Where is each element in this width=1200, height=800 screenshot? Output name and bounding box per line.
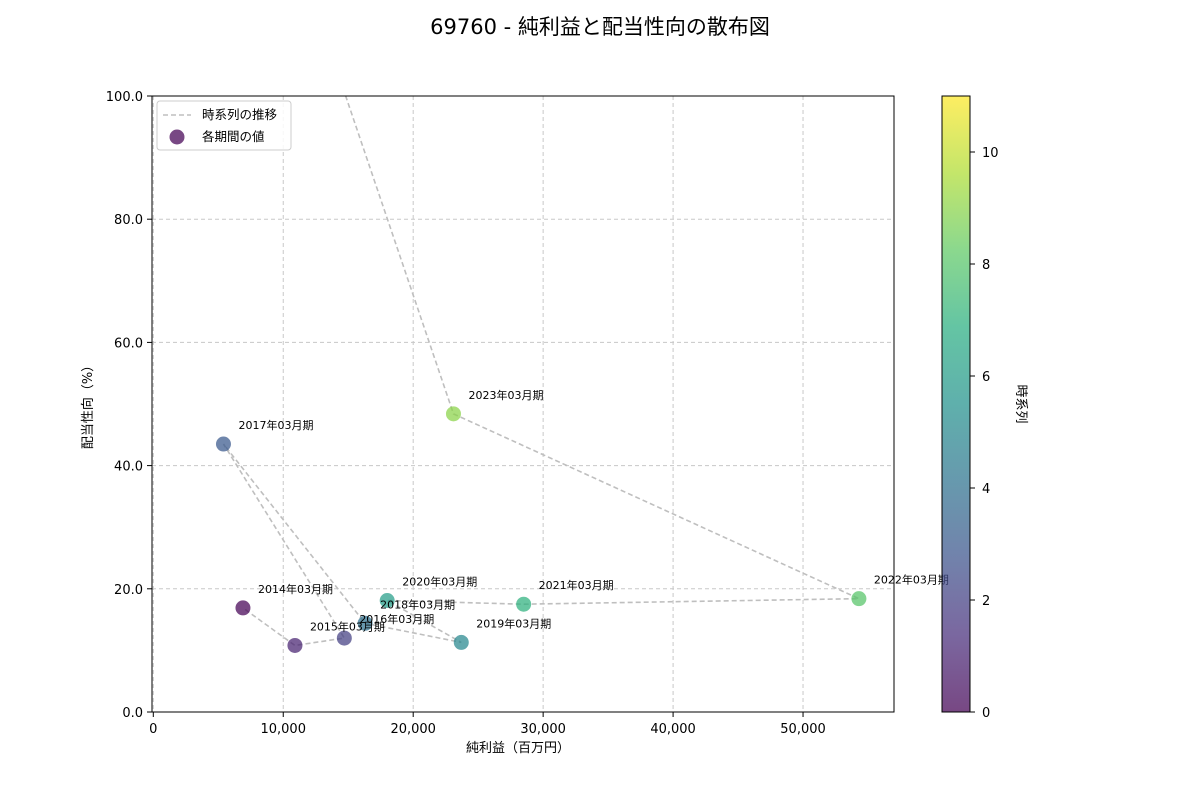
plot-frame bbox=[151, 95, 895, 713]
data-point bbox=[445, 406, 461, 422]
x-tick-label: 50,000 bbox=[780, 722, 826, 737]
y-tick-label: 60.0 bbox=[114, 336, 143, 351]
x-axis-ticks: 0 10,000 20,000 30,000 40,000 50,000 bbox=[149, 712, 826, 737]
y-tick-label: 80.0 bbox=[114, 213, 143, 228]
legend-label-trend: 時系列の推移 bbox=[202, 107, 277, 122]
data-label: 2017年03月期 bbox=[238, 418, 313, 432]
colorbar: 0 2 4 6 8 10 時系列 bbox=[941, 95, 1028, 721]
data-point bbox=[336, 630, 352, 646]
x-tick-label: 40,000 bbox=[650, 722, 696, 737]
colorbar-tick-label: 10 bbox=[982, 146, 999, 161]
legend-box bbox=[156, 100, 292, 151]
legend-marker-swatch bbox=[169, 129, 185, 145]
trend-line-layer bbox=[222, 96, 860, 647]
data-point bbox=[357, 615, 373, 631]
data-point bbox=[287, 637, 303, 653]
colorbar-ticks: 0 2 4 6 8 10 bbox=[970, 146, 999, 721]
data-label: 2023年03月期 bbox=[468, 388, 543, 402]
legend: 時系列の推移 各期間の値 bbox=[156, 100, 292, 151]
chart-title: 69760 - 純利益と配当性向の散布図 bbox=[430, 15, 770, 39]
y-tick-label: 100.0 bbox=[106, 90, 143, 105]
data-point bbox=[235, 600, 251, 616]
x-axis-label: 純利益（百万円） bbox=[466, 741, 570, 756]
colorbar-tick-label: 6 bbox=[982, 370, 990, 385]
data-label: 2014年03月期 bbox=[258, 582, 333, 596]
data-label: 2022年03月期 bbox=[874, 573, 949, 587]
data-label: 2020年03月期 bbox=[402, 575, 477, 589]
colorbar-tick-label: 4 bbox=[982, 482, 990, 497]
colorbar-tick-label: 2 bbox=[982, 594, 990, 609]
colorbar-tick-label: 8 bbox=[982, 258, 990, 273]
colorbar-gradient bbox=[941, 95, 971, 713]
data-point bbox=[379, 593, 395, 609]
x-tick-label: 20,000 bbox=[390, 722, 436, 737]
data-label: 2016年03月期 bbox=[359, 612, 434, 626]
data-point bbox=[516, 596, 532, 612]
data-points-layer bbox=[215, 406, 867, 653]
data-point bbox=[215, 436, 231, 452]
colorbar-label: 時系列 bbox=[1013, 384, 1028, 423]
y-axis-ticks: 0.0 20.0 40.0 60.0 80.0 100.0 bbox=[106, 90, 152, 721]
x-tick-label: 30,000 bbox=[520, 722, 566, 737]
data-label: 2018年03月期 bbox=[380, 597, 455, 611]
data-label: 2019年03月期 bbox=[476, 616, 551, 630]
y-tick-label: 0.0 bbox=[122, 706, 143, 721]
data-label: 2015年03月期 bbox=[310, 619, 385, 633]
data-label: 2021年03月期 bbox=[539, 578, 614, 592]
legend-label-values: 各期間の値 bbox=[202, 129, 265, 144]
x-tick-label: 10,000 bbox=[260, 722, 306, 737]
y-tick-label: 40.0 bbox=[114, 460, 143, 475]
colorbar-tick-label: 0 bbox=[982, 706, 990, 721]
x-tick-label: 0 bbox=[149, 722, 157, 737]
data-point bbox=[453, 634, 469, 650]
y-axis-label: 配当性向（%） bbox=[80, 359, 96, 449]
y-tick-label: 20.0 bbox=[114, 583, 143, 598]
data-point bbox=[851, 591, 867, 607]
trend-line bbox=[222, 96, 860, 647]
